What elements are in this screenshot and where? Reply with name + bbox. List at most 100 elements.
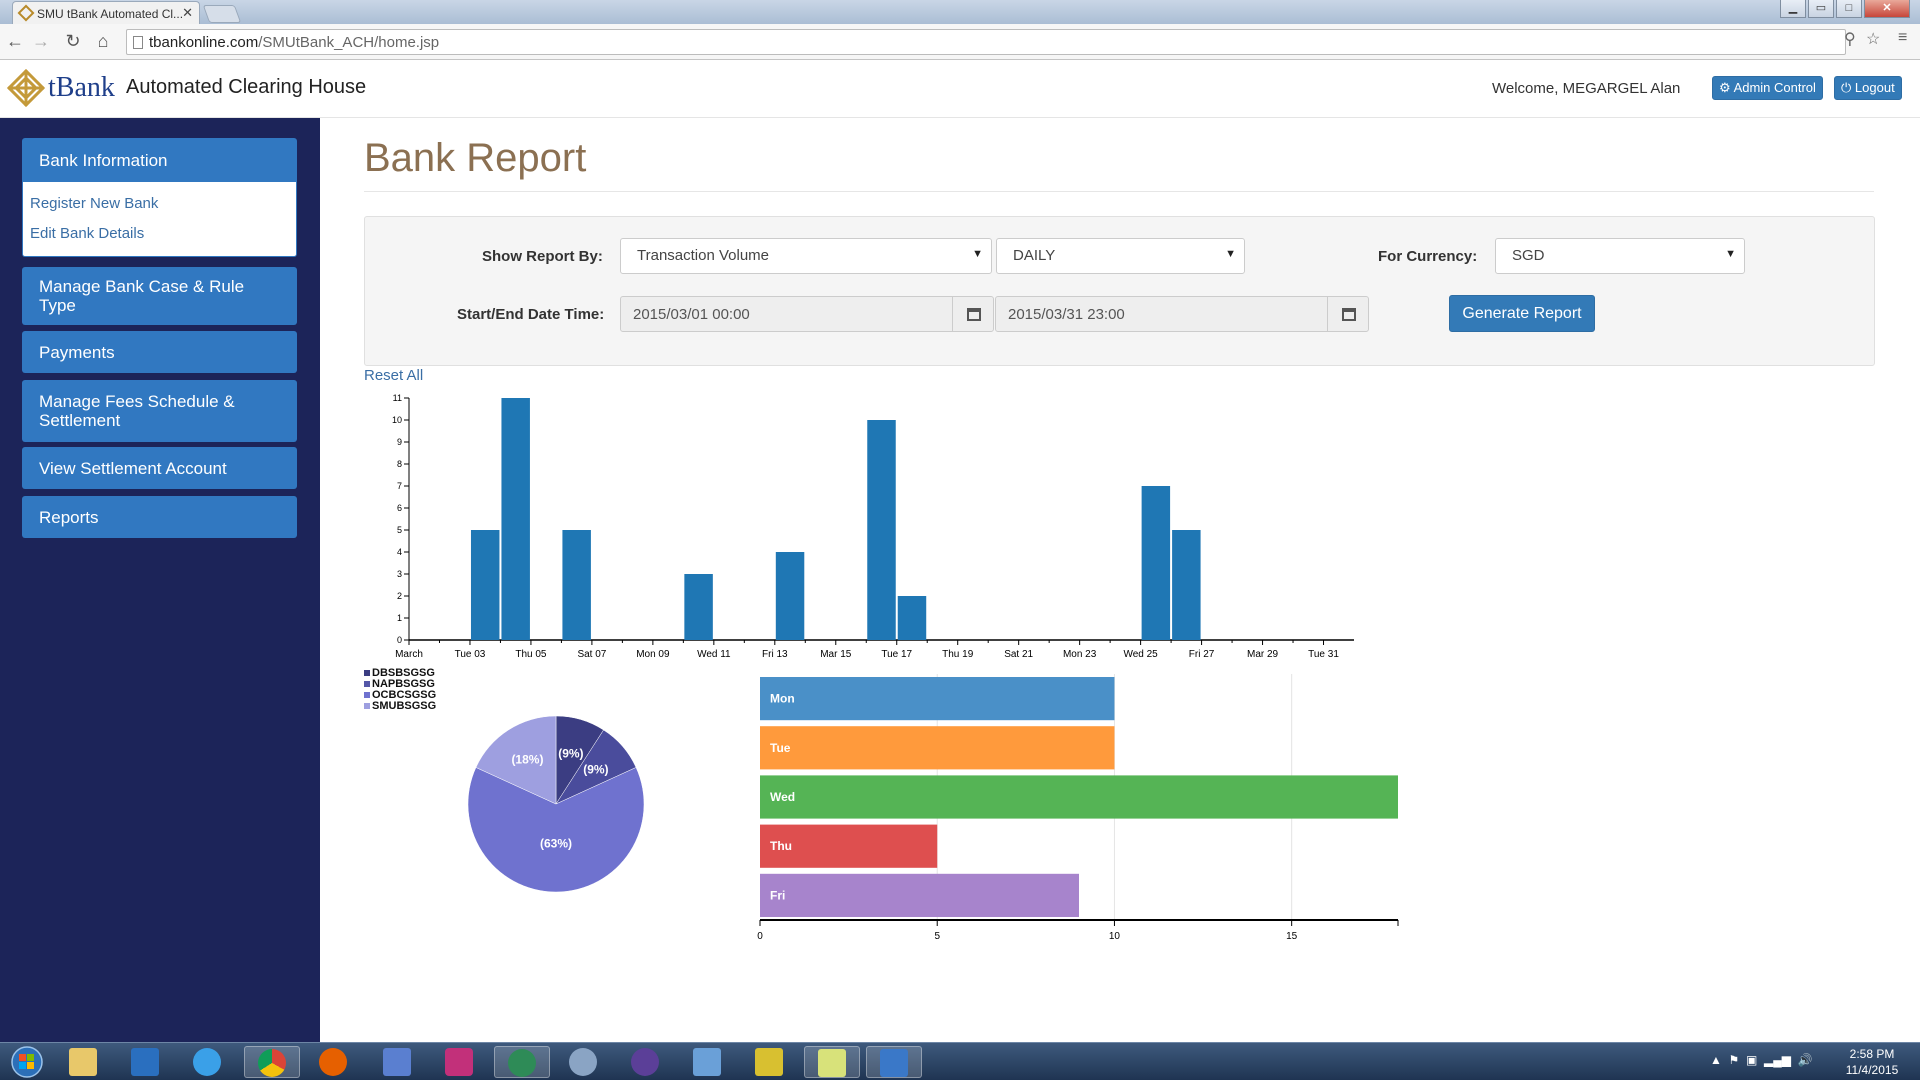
browser-toolbar: ← → ↻ ⌂ tbankonline.com/SMUtBank_ACH/hom…	[0, 24, 1920, 60]
daily-bar	[562, 530, 591, 640]
generate-report-button[interactable]: Generate Report	[1449, 295, 1595, 332]
maximize-icon[interactable]: □	[1836, 0, 1862, 18]
s-app-taskbar-icon[interactable]	[494, 1046, 550, 1078]
calendar-icon	[967, 308, 981, 321]
keepass-taskbar-icon[interactable]	[742, 1046, 798, 1078]
register-new-bank-link[interactable]: Register New Bank	[30, 195, 159, 212]
restore-icon[interactable]: ▭	[1808, 0, 1834, 18]
address-bar[interactable]: tbankonline.com/SMUtBank_ACH/home.jsp	[126, 29, 1846, 55]
bookmark-star-icon[interactable]: ☆	[1866, 31, 1881, 48]
reload-icon[interactable]: ↻	[65, 31, 81, 51]
y-tick-label: 2	[397, 591, 402, 601]
y-tick-label: 4	[397, 547, 402, 557]
sidebar-item-payments[interactable]: Payments	[22, 331, 297, 373]
x-tick-label: Mon 09	[636, 649, 670, 660]
weekday-bar	[760, 726, 1115, 770]
close-tab-icon[interactable]: ✕	[182, 5, 193, 20]
forward-icon[interactable]: →	[32, 31, 50, 51]
x-tick-label: 10	[1109, 931, 1121, 942]
x-tick-label: Fri 27	[1189, 649, 1215, 660]
reset-all-link[interactable]: Reset All	[364, 367, 424, 384]
y-tick-label: 6	[397, 503, 402, 513]
app-taskbar-icon[interactable]	[432, 1046, 488, 1078]
weekday-bar-label: Fri	[770, 888, 785, 902]
system-tray[interactable]: ▲ ⚑ ▣ ▂▄▆ 🔊	[1710, 1053, 1813, 1067]
chrome-taskbar-icon[interactable]	[244, 1046, 300, 1078]
legend-label: SMUBSGSG	[372, 700, 436, 712]
calendar-icon	[1342, 308, 1356, 321]
new-tab-button[interactable]	[202, 5, 242, 23]
show-report-by-label: Show Report By:	[482, 248, 603, 265]
y-tick-label: 3	[397, 569, 402, 579]
page-title: Bank Report	[364, 136, 587, 180]
start-date-input[interactable]: 2015/03/01 00:00	[620, 296, 953, 332]
frequency-value: DAILY	[1013, 247, 1056, 264]
x-tick-label: Tue 17	[881, 649, 912, 660]
legend-label: DBSBSGSG	[372, 668, 435, 679]
gear-icon: ⚙	[1719, 80, 1731, 95]
minimize-icon[interactable]: ▁	[1780, 0, 1806, 18]
browser-tab[interactable]: SMU tBank Automated Cl... ✕	[12, 1, 200, 24]
end-date-input[interactable]: 2015/03/31 23:00	[995, 296, 1328, 332]
settings-taskbar-icon[interactable]	[556, 1046, 612, 1078]
pie-slice-label: (9%)	[583, 762, 608, 776]
home-icon[interactable]: ⌂	[97, 31, 109, 51]
zoom-icon[interactable]: ⚲	[1844, 31, 1856, 48]
virtualbox-taskbar-icon[interactable]	[680, 1046, 736, 1078]
close-window-icon[interactable]: ✕	[1864, 0, 1910, 18]
sidebar-item-label: Bank Information	[39, 150, 168, 170]
end-date-calendar-button[interactable]	[1327, 296, 1369, 332]
frequency-select[interactable]: DAILY ▼	[996, 238, 1245, 274]
sidebar-item-manage-fees[interactable]: Manage Fees Schedule & Settlement	[22, 380, 297, 442]
start-date-value: 2015/03/01 00:00	[633, 306, 750, 323]
eclipse-taskbar-icon[interactable]	[618, 1046, 674, 1078]
start-date-calendar-button[interactable]	[952, 296, 994, 332]
edit-bank-details-link[interactable]: Edit Bank Details	[30, 225, 145, 242]
report-by-select[interactable]: Transaction Volume ▼	[620, 238, 992, 274]
x-tick-label: Mar 29	[1247, 649, 1279, 660]
x-tick-label: Tue 03	[455, 649, 486, 660]
pie-slice-label: (63%)	[540, 837, 572, 851]
x-tick-label: Sat 21	[1004, 649, 1033, 660]
sticky-notes-taskbar-icon[interactable]	[804, 1046, 860, 1078]
chevron-down-icon: ▼	[972, 248, 983, 260]
sidebar-item-reports[interactable]: Reports	[22, 496, 297, 538]
admin-control-label: Admin Control	[1733, 80, 1816, 95]
sidebar-item-label: Payments	[39, 342, 115, 362]
x-tick-label: Wed 25	[1123, 649, 1158, 660]
legend-swatch	[364, 692, 370, 698]
currency-select[interactable]: SGD ▼	[1495, 238, 1745, 274]
firefox-taskbar-icon[interactable]	[306, 1046, 362, 1078]
visual-studio-taskbar-icon[interactable]	[370, 1046, 426, 1078]
remote-desktop-taskbar-icon[interactable]	[866, 1046, 922, 1078]
url-host: tbankonline.com	[149, 34, 259, 51]
x-tick-label: Mon 23	[1063, 649, 1097, 660]
admin-control-button[interactable]: ⚙ Admin Control	[1712, 76, 1823, 100]
url-path: /SMUtBank_ACH/home.jsp	[258, 34, 440, 51]
daily-volume-chart: 0 1 2 3 4 5 6 7 8 9 10 11 March Tue 03 Thu 05 Sat 07 Mon…	[392, 393, 1354, 660]
logout-button[interactable]: ⏻ Logout	[1834, 76, 1902, 100]
explorer-taskbar-icon[interactable]	[56, 1046, 112, 1078]
clock-date: 11/4/2015	[1845, 1063, 1899, 1077]
chevron-down-icon: ▼	[1225, 248, 1236, 260]
sidebar-item-label: Manage Fees Schedule & Settlement	[39, 392, 235, 430]
daily-bar	[501, 398, 530, 640]
y-tick-label: 10	[392, 415, 402, 425]
outlook-taskbar-icon[interactable]	[118, 1046, 174, 1078]
legend-swatch	[364, 681, 370, 687]
date-range-label: Start/End Date Time:	[457, 306, 605, 323]
sidebar-item-view-settlement[interactable]: View Settlement Account	[22, 447, 297, 489]
pie-slice-label: (9%)	[558, 746, 583, 760]
legend-swatch	[364, 703, 370, 709]
menu-icon[interactable]: ≡	[1898, 29, 1908, 46]
taskbar-clock[interactable]: 2:58 PM 11/4/2015	[1836, 1046, 1908, 1078]
back-icon[interactable]: ←	[6, 31, 24, 51]
windows-start-icon[interactable]	[6, 1045, 48, 1079]
sidebar-item-manage-bank-case[interactable]: Manage Bank Case & Rule Type	[22, 267, 297, 325]
internet-explorer-taskbar-icon[interactable]	[180, 1046, 236, 1078]
tbank-logo-icon	[6, 68, 46, 108]
y-tick-label: 5	[397, 525, 402, 535]
sidebar-item-bank-information[interactable]: Bank Information	[22, 138, 297, 182]
x-tick-label: 0	[757, 931, 763, 942]
